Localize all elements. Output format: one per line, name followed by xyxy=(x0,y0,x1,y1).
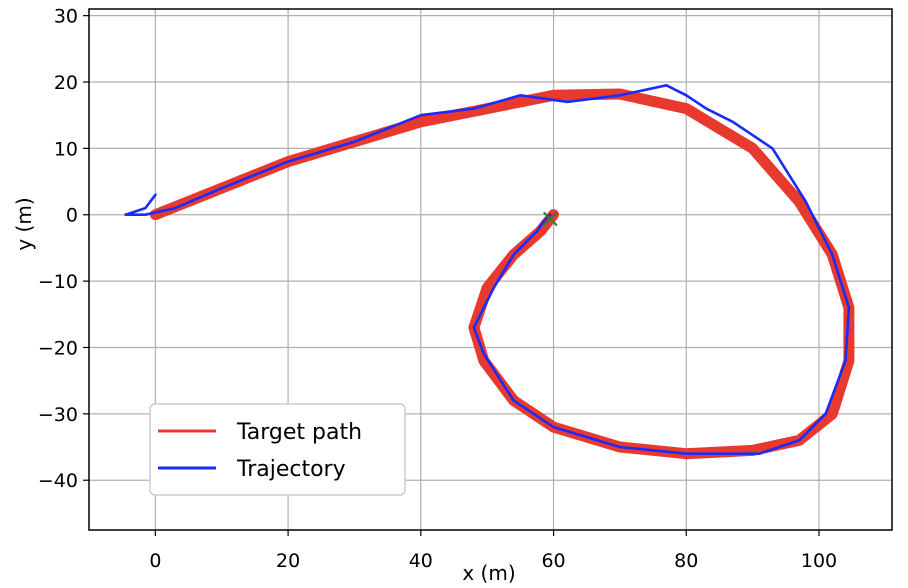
x-tick-label: 40 xyxy=(409,550,433,572)
legend-label-1: Target path xyxy=(236,420,362,445)
legend-box xyxy=(149,403,406,496)
x-tick-label: 100 xyxy=(801,550,837,572)
y-tick-label: −30 xyxy=(38,404,78,426)
series-layer xyxy=(124,84,855,460)
y-tick-label: −20 xyxy=(38,337,78,359)
x-tick-label: 0 xyxy=(149,550,161,572)
y-tick-label: −10 xyxy=(38,271,78,293)
plot-frame xyxy=(88,8,893,531)
y-tick-label: 30 xyxy=(54,6,78,28)
x-tick-label: 80 xyxy=(674,550,698,572)
x-tick-label: 60 xyxy=(541,550,565,572)
legend-label-2: Trajectory xyxy=(236,457,346,482)
series-line-2 xyxy=(124,84,851,456)
y-tick-label: 0 xyxy=(66,205,78,227)
y-tick-label: 20 xyxy=(54,72,78,94)
grid-layer xyxy=(89,9,892,530)
y-tick-label: −40 xyxy=(38,470,78,492)
end-marker: × xyxy=(539,204,561,234)
legend: Target path Trajectory xyxy=(149,403,406,496)
x-axis-label: x (m) xyxy=(462,561,515,585)
x-tick-label: 20 xyxy=(276,550,300,572)
y-axis-label: y (m) xyxy=(12,197,36,250)
y-tick-label: 10 xyxy=(54,138,78,160)
marker-layer: × xyxy=(539,204,561,234)
